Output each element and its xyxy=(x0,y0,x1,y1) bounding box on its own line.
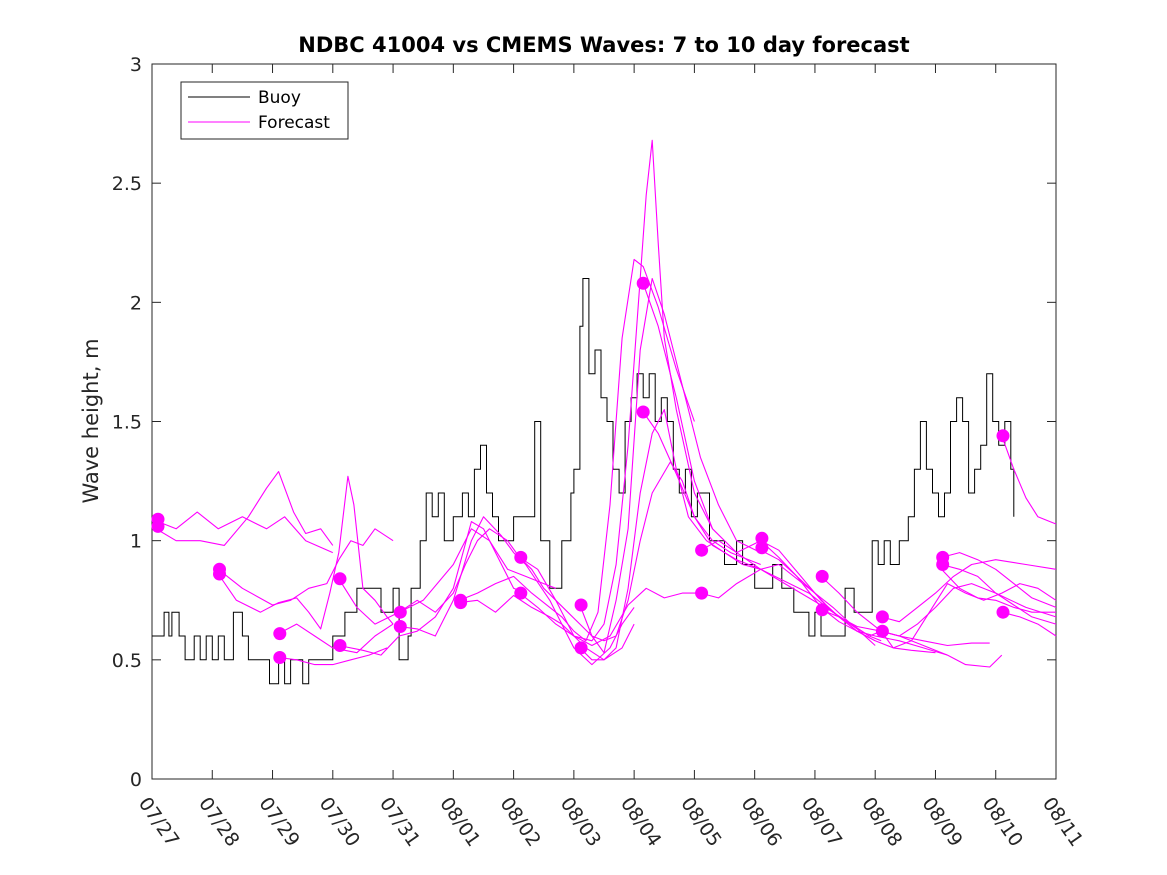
forecast-marker xyxy=(393,605,407,619)
forecast-marker xyxy=(815,603,829,617)
forecast-marker xyxy=(574,598,588,612)
y-tick-label: 1 xyxy=(130,531,142,553)
forecast-marker xyxy=(273,627,287,641)
forecast-line xyxy=(579,277,761,654)
forecast-marker xyxy=(875,610,889,624)
forecast-marker xyxy=(875,624,889,638)
forecast-line xyxy=(1001,611,1057,637)
forecast-marker xyxy=(151,519,165,533)
forecast-line xyxy=(881,559,1057,623)
forecast-marker xyxy=(636,405,650,419)
forecast-line xyxy=(278,647,388,666)
forecast-marker xyxy=(574,641,588,655)
forecast-line xyxy=(398,528,635,661)
forecast-marker xyxy=(755,531,769,545)
buoy-series xyxy=(152,278,1015,685)
forecast-line xyxy=(700,563,882,637)
y-tick-label: 2 xyxy=(130,292,142,314)
forecast-marker xyxy=(996,429,1010,443)
forecast-marker xyxy=(454,593,468,607)
forecast-marker xyxy=(755,541,769,555)
forecast-line xyxy=(278,623,394,654)
legend: Buoy Forecast xyxy=(180,81,349,140)
legend-forecast-label: Forecast xyxy=(258,113,330,133)
forecast-marker xyxy=(695,586,709,600)
y-tick-label: 0.5 xyxy=(112,650,142,672)
buoy-line xyxy=(152,278,1015,685)
forecast-line xyxy=(151,471,334,546)
forecast-marker xyxy=(514,550,528,564)
forecast-marker xyxy=(213,567,226,581)
y-tick-label: 3 xyxy=(130,54,142,76)
forecast-line xyxy=(941,568,1056,613)
forecast-marker xyxy=(815,569,829,583)
forecast-markers xyxy=(151,276,1010,664)
forecast-marker xyxy=(393,620,407,633)
y-axis-label: Wave height, m xyxy=(79,338,103,503)
forecast-marker xyxy=(333,639,347,652)
forecast-marker xyxy=(333,572,347,586)
forecast-line xyxy=(1001,435,1057,525)
forecast-line xyxy=(760,540,936,654)
y-tick-label: 1.5 xyxy=(112,412,142,434)
y-tick-label: 2.5 xyxy=(112,173,142,195)
forecast-marker xyxy=(695,543,709,557)
forecast-line xyxy=(941,563,1057,625)
forecast-marker xyxy=(514,586,528,600)
forecast-line xyxy=(217,528,394,606)
forecast-marker xyxy=(996,605,1010,619)
forecast-line xyxy=(519,461,761,642)
legend-box xyxy=(180,81,349,140)
y-tick-label: 0 xyxy=(130,769,142,791)
y-axis-ticks: 0 0.5 1 1.5 2 2.5 3 xyxy=(112,54,1056,791)
forecast-line xyxy=(760,549,948,656)
forecast-line xyxy=(880,583,1057,649)
forecast-line xyxy=(941,552,1057,608)
legend-buoy-label: Buoy xyxy=(258,88,301,108)
forecast-line xyxy=(519,587,701,647)
forecast-line xyxy=(338,528,556,625)
forecast-marker xyxy=(936,558,950,571)
forecast-marker xyxy=(273,651,287,664)
forecast-line xyxy=(151,511,334,554)
forecast-line xyxy=(881,583,1057,637)
forecast-line xyxy=(217,475,394,630)
chart-title: NDBC 41004 vs CMEMS Waves: 7 to 10 day f… xyxy=(298,33,909,57)
forecast-marker xyxy=(636,276,650,290)
